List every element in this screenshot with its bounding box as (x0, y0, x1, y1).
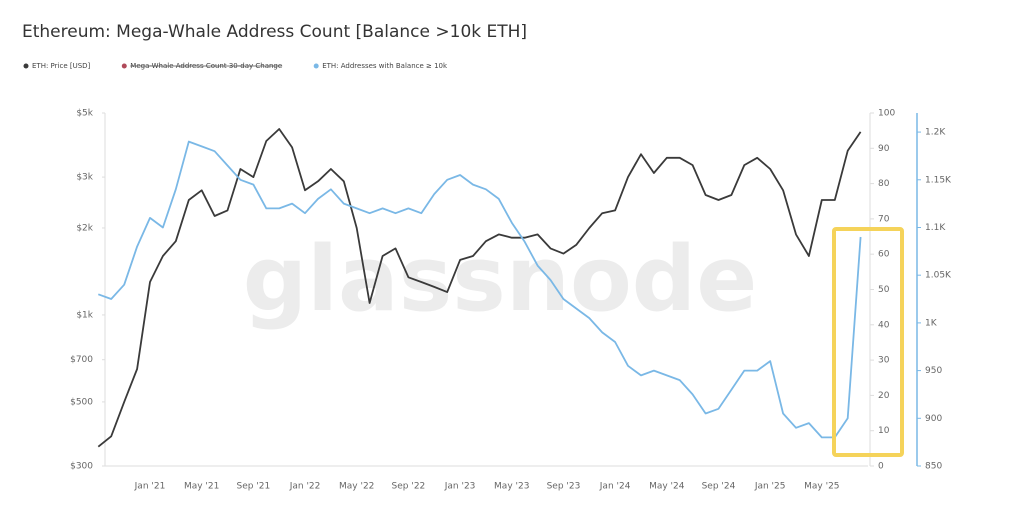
y-tick-label: $5k (76, 109, 93, 119)
y3-tick-label: 1.05K (925, 271, 952, 281)
y2-tick-label: 90 (878, 144, 890, 154)
x-tick-label: May '22 (339, 482, 374, 492)
legend-label: ETH: Price [USD] (32, 62, 91, 70)
y2-tick-label: 50 (878, 285, 890, 295)
y3-tick-label: 1K (925, 318, 938, 328)
y2-tick-label: 0 (878, 462, 884, 472)
y-tick-label: $300 (70, 462, 93, 472)
y2-tick-label: 40 (878, 320, 890, 330)
x-tick-label: Sep '24 (702, 482, 736, 492)
x-tick-label: May '23 (494, 482, 529, 492)
legend-swatch (23, 63, 29, 69)
y2-tick-label: 60 (878, 250, 890, 260)
legend-swatch (121, 63, 127, 69)
y3-tick-label: 1.2K (925, 128, 946, 138)
x-tick-label: May '25 (804, 482, 839, 492)
series-line (97, 128, 862, 448)
x-tick-label: Sep '21 (236, 482, 270, 492)
y-tick-label: $2k (76, 223, 93, 233)
x-tick-label: Jan '23 (444, 482, 476, 492)
legend-swatch (313, 63, 319, 69)
y2-tick-label: 100 (878, 109, 895, 119)
y-tick-label: $500 (70, 397, 93, 407)
y3-tick-label: 900 (925, 414, 942, 424)
y2-tick-label: 30 (878, 356, 890, 366)
x-tick-label: May '24 (649, 482, 685, 492)
x-tick-label: Jan '22 (289, 482, 321, 492)
highlight-box (832, 227, 904, 457)
x-tick-label: Sep '23 (547, 482, 581, 492)
series-line (97, 140, 862, 439)
y2-tick-label: 10 (878, 426, 890, 436)
x-tick-label: May '21 (184, 482, 219, 492)
watermark: glassnode (243, 227, 758, 332)
chart-title: Ethereum: Mega-Whale Address Count [Bala… (22, 22, 527, 42)
y3-tick-label: 1.1K (925, 223, 946, 233)
y2-tick-label: 20 (878, 391, 890, 401)
legend-label: ETH: Addresses with Balance ≥ 10k (322, 62, 448, 70)
y3-tick-label: 1.15K (925, 175, 952, 185)
legend-label: Mega-Whale Address Count 30-day Change (130, 62, 282, 70)
y-tick-label: $700 (70, 355, 93, 365)
y3-tick-label: 950 (925, 366, 942, 376)
x-tick-label: Jan '25 (754, 482, 786, 492)
y2-tick-label: 70 (878, 214, 890, 224)
y-tick-label: $3k (76, 173, 93, 183)
y3-tick-label: 850 (925, 462, 942, 472)
y-tick-label: $1k (76, 310, 93, 320)
y2-tick-label: 80 (878, 179, 890, 189)
x-tick-label: Jan '21 (134, 482, 166, 492)
x-tick-label: Sep '22 (392, 482, 426, 492)
x-tick-label: Jan '24 (599, 482, 631, 492)
